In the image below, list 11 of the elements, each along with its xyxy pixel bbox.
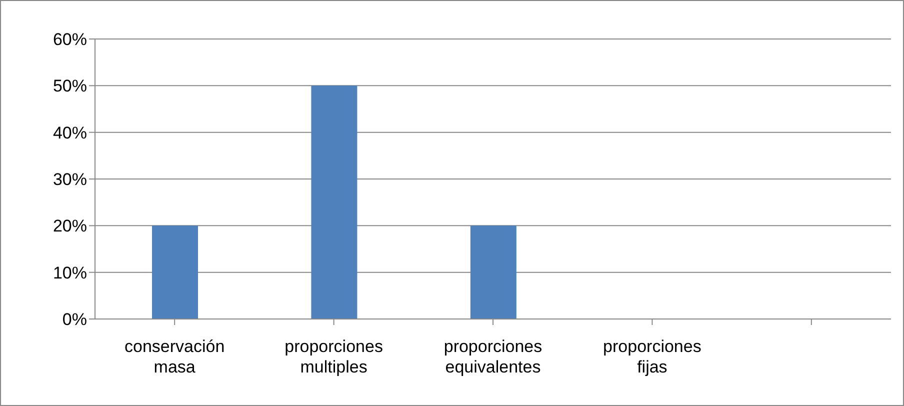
y-tick-label: 30% (52, 170, 87, 190)
x-tick-label: conservación masa (124, 337, 225, 376)
x-tick-label: proporciones fijas (603, 337, 702, 376)
y-tick-label: 20% (52, 216, 87, 236)
x-tick-label: proporciones equivalentes (444, 337, 542, 376)
x-tick-label: proporciones multiples (284, 337, 383, 376)
y-tick-label: 0% (62, 310, 87, 330)
y-tick-label: 10% (52, 263, 87, 282)
y-tick-label: 60% (52, 30, 87, 50)
y-tick-label: 50% (52, 76, 87, 96)
y-tick-label: 40% (52, 123, 87, 142)
